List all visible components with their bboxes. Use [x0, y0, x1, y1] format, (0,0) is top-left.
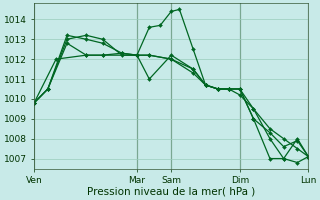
X-axis label: Pression niveau de la mer( hPa ): Pression niveau de la mer( hPa ) — [87, 187, 255, 197]
